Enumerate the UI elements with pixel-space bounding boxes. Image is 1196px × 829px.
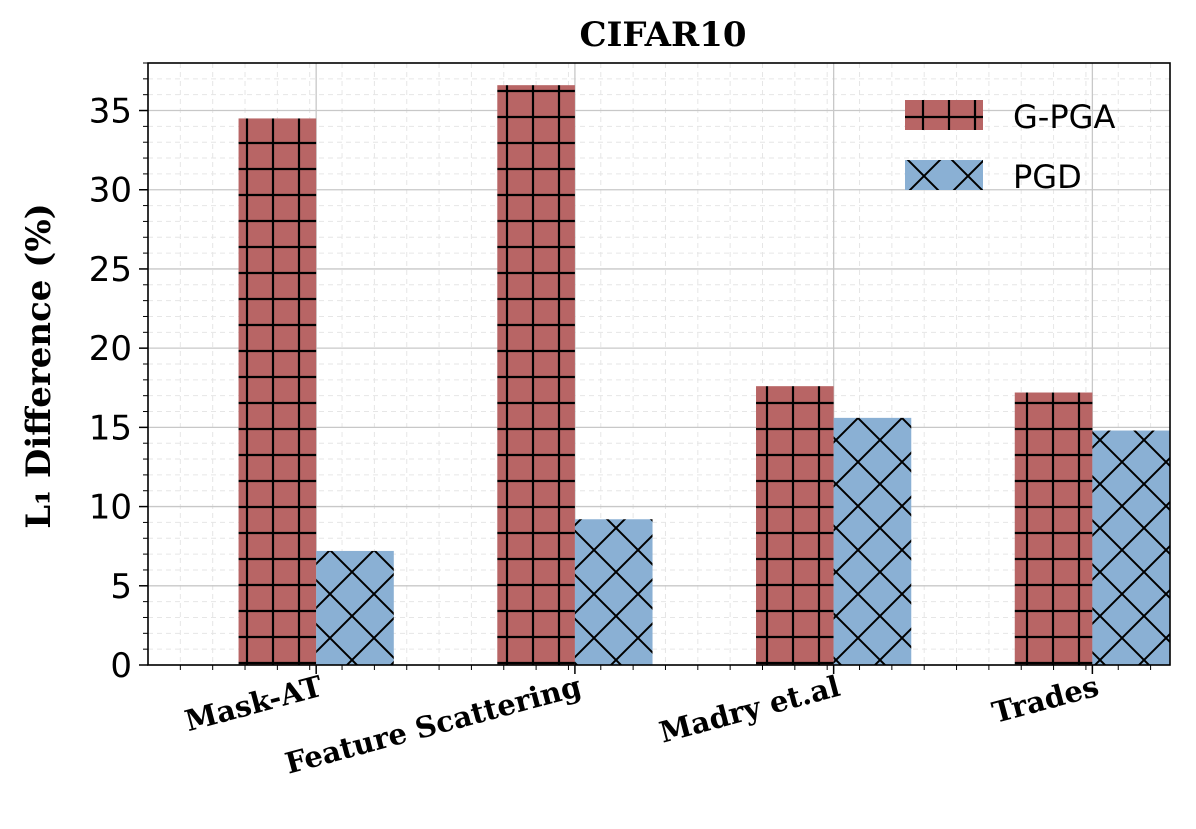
chart-title: CIFAR10 — [579, 15, 746, 55]
bar-pgd-4 — [1092, 430, 1170, 665]
legend-label: PGD — [1013, 158, 1082, 196]
bar-g-pga-2 — [497, 85, 575, 665]
x-tick-label: Trades — [988, 669, 1102, 730]
bar-pgd-1 — [316, 550, 394, 665]
y-tick-label: 35 — [89, 92, 132, 132]
legend-label: G-PGA — [1013, 98, 1115, 136]
bar-pgd-3 — [833, 417, 912, 665]
bar-pgd-2 — [574, 519, 653, 665]
bar-g-pga-3 — [756, 386, 834, 665]
y-axis-label: L₁ Difference (%) — [19, 203, 59, 529]
y-tick-label: 0 — [110, 646, 132, 686]
x-tick-label: Madry et.al — [656, 669, 844, 750]
y-tick-label: 30 — [89, 171, 132, 211]
y-tick-label: 5 — [110, 567, 132, 607]
bar-g-pga-4 — [1014, 392, 1093, 665]
y-tick-labels: 0 5 10 15 20 25 30 35 — [89, 92, 132, 686]
bars — [238, 85, 1170, 665]
legend-swatch-pgd — [905, 160, 983, 190]
y-tick-label: 25 — [89, 250, 132, 290]
y-tick-label: 15 — [89, 408, 132, 448]
y-tick-label: 10 — [89, 488, 132, 528]
y-tick-label: 20 — [89, 329, 132, 369]
x-tick-label: Mask-AT — [181, 669, 326, 738]
axis-ticks — [139, 62, 1152, 674]
x-tick-label: Feature Scattering — [281, 669, 584, 781]
minor-gridlines — [148, 62, 1170, 665]
bar-g-pga-1 — [238, 118, 317, 665]
legend-swatch-g-pga — [905, 100, 983, 130]
legend: G-PGA PGD — [905, 98, 1115, 196]
